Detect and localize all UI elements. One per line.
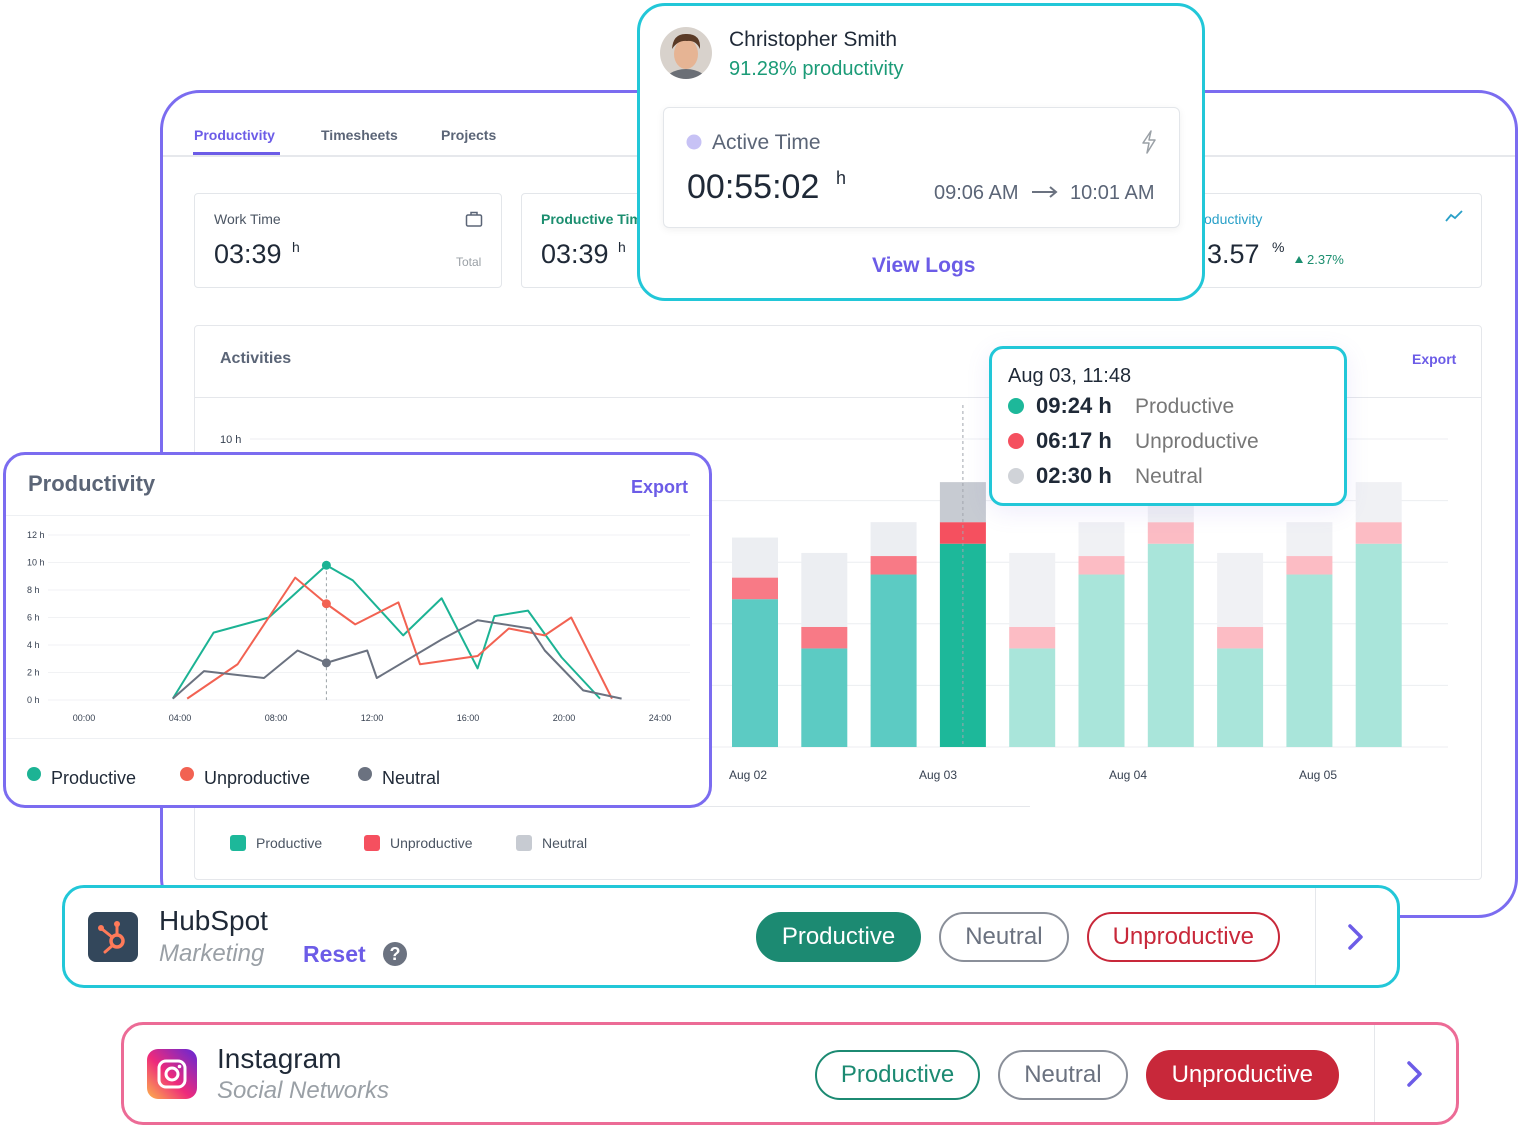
app-name: Instagram	[217, 1043, 342, 1074]
active-label: Active Time	[712, 131, 821, 154]
category-button[interactable]: Unproductive	[1145, 1050, 1339, 1100]
category-button[interactable]: Unproductive	[1086, 912, 1280, 962]
active-time-box	[663, 107, 1180, 228]
stat-note: Total	[456, 255, 482, 269]
tab[interactable]: Timesheets	[321, 127, 398, 143]
card-title: Productivity	[28, 471, 156, 496]
stat-value: 3.57	[1207, 239, 1260, 269]
tooltip-label: Unproductive	[1135, 430, 1259, 453]
stat-value: 03:39	[541, 239, 609, 269]
stat-label: Productive Time	[541, 211, 650, 227]
stat-unit: h	[618, 239, 626, 255]
tooltip-value: 06:17 h	[1036, 428, 1112, 453]
help-icon[interactable]: ?	[383, 942, 407, 966]
active-tab-indicator	[193, 152, 280, 155]
export-link[interactable]: Export	[631, 477, 689, 497]
tooltip-title: Aug 03, 11:48	[1008, 365, 1132, 387]
view-logs-link[interactable]: View Logs	[872, 254, 976, 277]
user-productivity: 91.28% productivity	[729, 58, 904, 80]
app-category: Marketing	[159, 940, 265, 967]
row-divider	[1374, 1025, 1375, 1122]
active-unit: h	[836, 168, 847, 188]
chart-tooltip	[989, 346, 1347, 506]
stat-label: Productivity	[1190, 211, 1263, 227]
user-name: Christopher Smith	[729, 28, 898, 51]
app-name: HubSpot	[159, 905, 268, 936]
export-link[interactable]: Export	[1412, 351, 1457, 367]
stat-unit: h	[292, 239, 300, 255]
panel-title: Activities	[220, 350, 292, 367]
tooltip-value: 09:24 h	[1036, 393, 1112, 418]
end-time: 10:01 AM	[1070, 182, 1155, 204]
card-divider	[6, 515, 709, 516]
stat-unit: %	[1272, 239, 1285, 255]
button-group: Productive Neutral Unproductive	[814, 1050, 1339, 1100]
stat-label: Work Time	[214, 211, 281, 227]
category-button[interactable]: Neutral	[998, 1050, 1128, 1100]
tab[interactable]: Projects	[441, 127, 497, 143]
active-value: 00:55:02	[687, 168, 820, 206]
category-button[interactable]: Productive	[755, 912, 922, 962]
tooltip-label: Neutral	[1135, 465, 1203, 488]
app-category: Social Networks	[217, 1077, 390, 1104]
tooltip-label: Productive	[1135, 395, 1235, 418]
category-button[interactable]: Neutral	[939, 912, 1069, 962]
reset-link[interactable]: Reset	[303, 941, 366, 967]
card-divider	[6, 738, 709, 739]
row-divider	[1315, 888, 1316, 985]
button-group: Productive Neutral Unproductive	[755, 912, 1280, 962]
productivity-card	[3, 452, 712, 808]
stat-value: 03:39	[214, 239, 282, 269]
tab[interactable]: Productivity	[194, 127, 275, 143]
tooltip-value: 02:30 h	[1036, 463, 1112, 488]
panel-divider	[195, 397, 1481, 398]
category-button[interactable]: Productive	[814, 1050, 981, 1100]
stat-change: 2.37%	[1307, 252, 1344, 267]
stat-card	[194, 193, 502, 288]
start-time: 09:06 AM	[934, 182, 1019, 204]
